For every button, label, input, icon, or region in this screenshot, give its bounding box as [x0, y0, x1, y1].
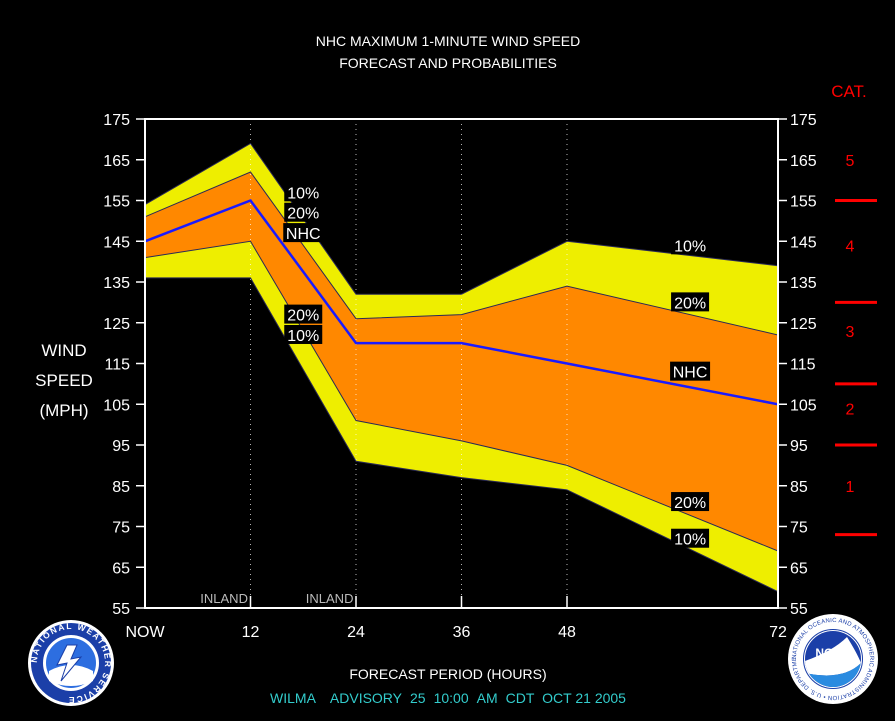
series-line-upper-10 — [144, 142, 779, 295]
chart-subtitle: FORECAST AND PROBABILITIES — [339, 55, 557, 71]
y-tick-label: 95 — [790, 438, 808, 455]
x-axis-label: FORECAST PERIOD (HOURS) — [349, 666, 546, 682]
y-tick-label: 55 — [112, 601, 130, 618]
advisory-date: OCT 21 2005 — [542, 690, 626, 706]
y-tick-label: 175 — [790, 112, 817, 129]
y-tick-label: 145 — [790, 234, 817, 251]
y-tick-label: 75 — [790, 520, 808, 537]
y-tick-label: 55 — [790, 601, 808, 618]
category-label: 3 — [846, 324, 855, 341]
series-label: 10% — [674, 238, 706, 255]
y-tick-label: 135 — [103, 275, 130, 292]
series-label: 10% — [287, 328, 319, 345]
y-tick-label: 105 — [790, 397, 817, 414]
y-axis-label-line: SPEED — [35, 371, 93, 390]
x-axis: NOW 12 24 36 48 72 — [125, 596, 787, 641]
series-label-box — [283, 223, 324, 243]
series-label-box — [284, 304, 323, 324]
x-tick-label: 48 — [558, 624, 576, 641]
y-tick-label: 65 — [790, 560, 808, 577]
category-label: 4 — [846, 238, 855, 255]
advisory-footer: WILMA ADVISORY 25 10:00 AM CDT OCT 21 2005 — [270, 690, 626, 706]
series-label-box — [671, 292, 710, 312]
y-tick-label: 85 — [790, 479, 808, 496]
y-tick-label: 145 — [103, 234, 130, 251]
series-label-box — [284, 202, 323, 222]
series-label: 10% — [674, 532, 706, 549]
x-tick-label: NOW — [125, 624, 165, 641]
x-tick-label: 12 — [242, 624, 260, 641]
category-title: CAT. — [831, 82, 867, 101]
category-label: 1 — [846, 479, 855, 496]
series-label: NHC — [286, 226, 321, 243]
national-weather-service-logo: NATIONAL WEATHER SERVICE — [28, 620, 114, 706]
y-tick-label: 65 — [112, 560, 130, 577]
category-label: 5 — [846, 153, 855, 170]
noaa-logo: NOAA NATIONAL OCEANIC AND ATMOSPHERIC AD… — [787, 613, 878, 704]
advisory-time: 10:00 — [434, 690, 469, 706]
x-tick-label: 24 — [347, 624, 365, 641]
category-label: 2 — [846, 401, 855, 418]
series-line-lower-20 — [144, 240, 779, 552]
advisory-label: ADVISORY — [330, 690, 403, 706]
advisory-ampm: AM — [477, 690, 498, 706]
series-label: 20% — [674, 295, 706, 312]
series-line-upper-20 — [144, 171, 779, 336]
series-label: 10% — [287, 185, 319, 202]
inland-label: INLAND — [306, 591, 354, 606]
inland-label: INLAND — [200, 591, 248, 606]
series-line-lower-10 — [145, 277, 779, 593]
y-tick-label: 75 — [112, 520, 130, 537]
series-line-nhc — [144, 198, 779, 406]
band-20-percent — [145, 172, 778, 551]
y-tick-label: 115 — [790, 357, 816, 374]
y-tick-label: 135 — [790, 275, 817, 292]
probability-bands — [145, 143, 778, 592]
series-lines — [144, 142, 779, 593]
series-label: NHC — [673, 365, 708, 382]
noaa-wordmark: NOAA — [815, 646, 851, 660]
series-label: 20% — [287, 308, 319, 325]
series-label-box — [671, 235, 710, 255]
series-label-box — [284, 324, 323, 344]
y-axis: 55 55 65 65 75 75 85 85 95 95 105 105 115 115 125 125 13… — [103, 112, 817, 618]
y-tick-label: 155 — [103, 194, 130, 211]
y-axis-label: WIND SPEED (MPH) — [35, 341, 93, 420]
x-tick-label: 36 — [453, 624, 471, 641]
series-label-box — [670, 361, 711, 381]
y-tick-label: 155 — [790, 194, 817, 211]
series-label: 20% — [287, 206, 319, 223]
inland-annotations: INLAND INLAND — [200, 591, 353, 606]
y-tick-label: 125 — [103, 316, 130, 333]
advisory-number: 25 — [410, 690, 426, 706]
series-label-box — [671, 492, 710, 512]
x-tick-label: 72 — [769, 624, 787, 641]
y-axis-label-line: (MPH) — [39, 401, 88, 420]
y-tick-label: 105 — [103, 397, 130, 414]
y-axis-label-line: WIND — [41, 341, 86, 360]
y-tick-label: 95 — [112, 438, 130, 455]
y-tick-label: 125 — [790, 316, 817, 333]
advisory-zone: CDT — [506, 690, 535, 706]
y-tick-label: 165 — [790, 153, 817, 170]
y-tick-label: 85 — [112, 479, 130, 496]
category-scale: 5 4 3 2 1 — [835, 153, 877, 537]
series-label-box — [671, 528, 710, 548]
y-tick-label: 165 — [103, 153, 130, 170]
storm-name: WILMA — [270, 690, 317, 706]
series-label: 20% — [674, 495, 706, 512]
series-label-box — [284, 182, 323, 202]
series-labels: 10% 20% NHC 20% 10% 10% 20% NHC 20% 10% — [283, 182, 711, 549]
chart-title: NHC MAXIMUM 1-MINUTE WIND SPEED — [316, 33, 580, 49]
y-tick-label: 115 — [104, 357, 130, 374]
y-tick-label: 175 — [103, 112, 130, 129]
